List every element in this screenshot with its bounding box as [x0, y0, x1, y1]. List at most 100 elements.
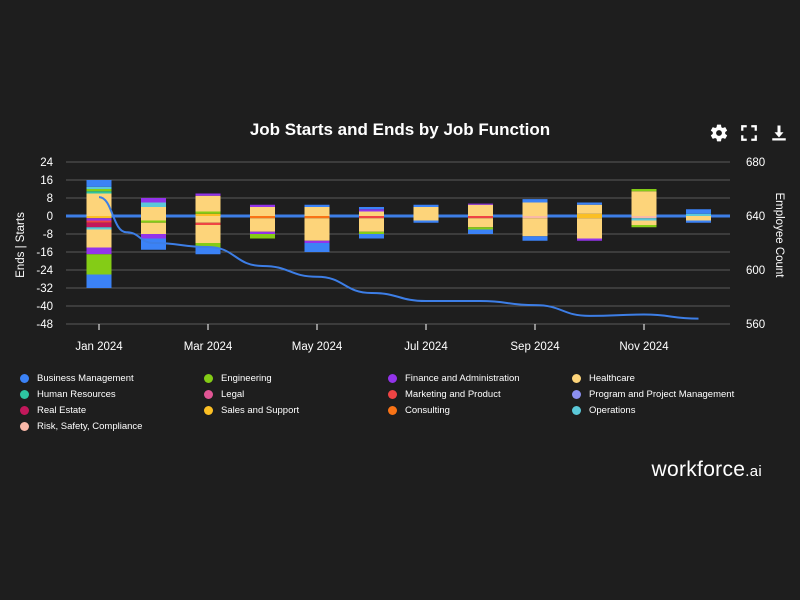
bar-segment-end[interactable]: [86, 247, 112, 255]
bar-segment-start[interactable]: [577, 204, 602, 214]
bar-segment-start[interactable]: [577, 202, 602, 205]
legend-item[interactable]: Consulting: [388, 405, 450, 416]
bar-segment-end[interactable]: [522, 216, 548, 219]
bar-segment-start[interactable]: [359, 211, 384, 217]
download-button[interactable]: [768, 122, 790, 144]
bar-segment-end[interactable]: [195, 222, 221, 225]
bar-segment-end[interactable]: [141, 238, 166, 250]
bar-segment-start[interactable]: [195, 213, 221, 216]
brand-logo: workforce.ai: [652, 458, 762, 482]
bar-segment-end[interactable]: [304, 240, 330, 243]
bar-segment-start[interactable]: [631, 189, 657, 192]
bar-segment-end[interactable]: [141, 220, 166, 223]
bar-segment-start[interactable]: [86, 180, 112, 187]
legend-item[interactable]: Sales and Support: [204, 405, 299, 416]
bar-segment-start[interactable]: [468, 204, 493, 216]
bar-segment-end[interactable]: [577, 218, 602, 239]
bar-segment-end[interactable]: [304, 216, 330, 219]
bar-segment-start[interactable]: [359, 209, 384, 212]
bar-segment-end[interactable]: [468, 227, 493, 230]
bar-segment-start[interactable]: [522, 202, 548, 217]
bar-segment-end[interactable]: [86, 220, 112, 223]
bar-segment-end[interactable]: [250, 231, 275, 234]
bar-segment-start[interactable]: [141, 202, 166, 208]
bar-segment-end[interactable]: [86, 274, 112, 289]
fullscreen-button[interactable]: [738, 122, 760, 144]
legend-item[interactable]: Finance and Administration: [388, 373, 520, 384]
settings-button[interactable]: [708, 122, 730, 144]
bar-segment-end[interactable]: [195, 225, 221, 243]
bar-segment-end[interactable]: [577, 238, 602, 241]
bar-segment-start[interactable]: [141, 198, 166, 203]
bar-segment-start[interactable]: [141, 207, 166, 216]
bar-segment-start[interactable]: [413, 204, 439, 207]
bar-segment-start[interactable]: [86, 189, 112, 192]
bar-segment-end[interactable]: [686, 220, 711, 223]
bar-segment-start[interactable]: [250, 204, 275, 207]
bar-segment-end[interactable]: [250, 218, 275, 232]
bar-segment-end[interactable]: [631, 225, 657, 228]
bar-segment-end[interactable]: [304, 218, 330, 241]
bar-segment-end[interactable]: [141, 216, 166, 221]
legend-item[interactable]: Program and Project Management: [572, 389, 734, 400]
bar-segment-end[interactable]: [686, 216, 711, 221]
bar-segment-end[interactable]: [86, 229, 112, 248]
legend-item[interactable]: Healthcare: [572, 373, 635, 384]
bar-segment-start[interactable]: [195, 195, 221, 212]
bar-segment-end[interactable]: [468, 229, 493, 235]
legend-item[interactable]: Risk, Safety, Compliance: [20, 421, 142, 432]
bar-segment-end[interactable]: [195, 216, 221, 223]
bar-segment-end[interactable]: [141, 234, 166, 239]
bar-segment-start[interactable]: [522, 199, 548, 203]
legend-item[interactable]: Engineering: [204, 373, 272, 384]
legend-item[interactable]: Business Management: [20, 373, 134, 384]
bar-segment-end[interactable]: [413, 220, 439, 223]
bar-segment-start[interactable]: [468, 203, 493, 205]
bar-segment-end[interactable]: [522, 218, 548, 237]
bar-segment-end[interactable]: [141, 222, 166, 234]
bar-segment-end[interactable]: [195, 247, 221, 255]
x-tick-label: May 2024: [292, 341, 343, 353]
bar-segment-end[interactable]: [195, 243, 221, 248]
bar-segment-start[interactable]: [304, 207, 330, 216]
bar-segment-end[interactable]: [86, 222, 112, 228]
legend-label: Finance and Administration: [405, 373, 520, 384]
bar-segment-start[interactable]: [686, 209, 711, 214]
bar-segment-end[interactable]: [468, 216, 493, 219]
legend-item[interactable]: Operations: [572, 405, 635, 416]
bar-segment-start[interactable]: [686, 213, 711, 216]
bar-segment-end[interactable]: [86, 227, 112, 230]
bar-segment-start[interactable]: [195, 193, 221, 196]
bar-segment-end[interactable]: [86, 254, 112, 275]
bar-segment-start[interactable]: [304, 204, 330, 207]
bar-segment-end[interactable]: [631, 216, 657, 219]
bar-segment-end[interactable]: [86, 216, 112, 219]
bar-segment-start[interactable]: [86, 191, 112, 194]
bar-segment-end[interactable]: [304, 243, 330, 252]
legend-item[interactable]: Legal: [204, 389, 244, 400]
bar-segment-start[interactable]: [577, 213, 602, 216]
bar-segment-end[interactable]: [631, 218, 657, 221]
bar-segment-start[interactable]: [631, 191, 657, 216]
bar-segment-end[interactable]: [359, 218, 384, 232]
bar-segment-start[interactable]: [413, 207, 439, 216]
bar-segment-end[interactable]: [577, 216, 602, 219]
bar-segment-start[interactable]: [359, 207, 384, 210]
bar-segment-start[interactable]: [250, 207, 275, 216]
bar-segment-end[interactable]: [522, 236, 548, 241]
bar-segment-start[interactable]: [195, 211, 221, 214]
bar-segment-end[interactable]: [359, 231, 384, 234]
bar-segment-end[interactable]: [359, 216, 384, 219]
legend-item[interactable]: Marketing and Product: [388, 389, 501, 400]
bar-segment-end[interactable]: [631, 220, 657, 226]
bar-segment-end[interactable]: [250, 216, 275, 219]
bar-segment-start[interactable]: [86, 186, 112, 189]
bar-segment-end[interactable]: [468, 218, 493, 228]
bar-segment-end[interactable]: [359, 234, 384, 239]
bar-segment-end[interactable]: [86, 218, 112, 221]
bar-segment-end[interactable]: [413, 216, 439, 221]
bar-segment-end[interactable]: [250, 234, 275, 239]
legend-item[interactable]: Real Estate: [20, 405, 86, 416]
employee-count-line[interactable]: [98, 196, 699, 320]
legend-item[interactable]: Human Resources: [20, 389, 116, 400]
